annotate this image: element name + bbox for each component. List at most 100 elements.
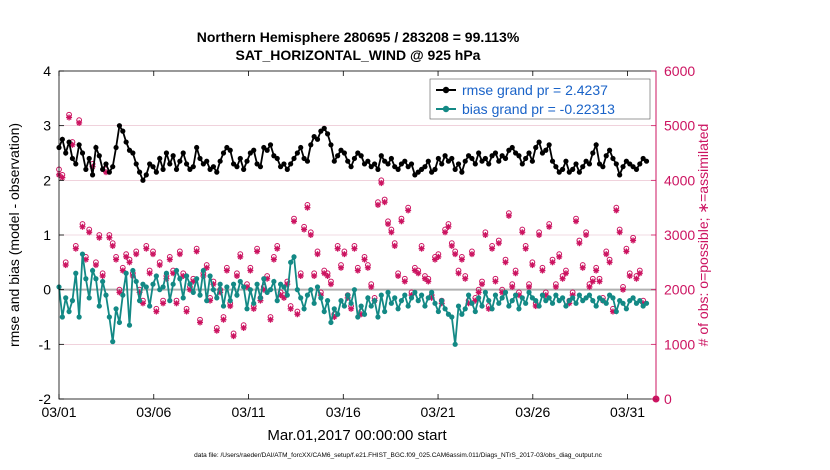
rmse-point [559,166,566,172]
rmse-point [496,158,502,164]
rmse-point [314,136,321,142]
rmse-point [66,139,72,145]
bias-point [163,270,170,276]
rmse-point [388,155,394,162]
bias-point [536,303,542,309]
bias-point [96,303,102,309]
bias-point [499,295,505,301]
obs-assimilated-marker [479,281,486,288]
bias-point [382,308,388,315]
bias-point [516,306,522,312]
obs-assimilated-marker [106,234,113,241]
bias-point [637,298,643,304]
rmse-point [73,161,79,167]
bias-point [298,295,304,301]
bias-point [465,292,472,298]
obs-assimilated-marker [418,245,425,252]
bias-point [509,298,515,304]
rmse-point [603,153,609,159]
bias-point [593,303,599,309]
bias-point [570,295,576,301]
bias-point [318,295,324,301]
obs-assimilated-marker [348,305,355,312]
bias-point [351,287,358,293]
x-axis-label: Mar.01,2017 00:00:00 start [267,427,447,444]
x-tick-label: 03/06 [136,404,171,420]
rmse-point [214,169,220,175]
obs-assimilated-marker [247,267,254,274]
rmse-point [546,142,552,148]
bias-point [388,300,394,306]
rmse-point [580,164,586,170]
bias-point [308,287,314,293]
bias-point [355,314,361,320]
obs-assimilated-marker [270,256,277,263]
rmse-point [533,144,539,151]
bias-point [371,298,378,304]
obs-assimilated-marker [562,270,569,277]
obs-assimilated-marker [401,278,408,285]
bias-point [459,311,465,317]
rmse-point [210,164,217,170]
obs-assimilated-marker [536,232,543,238]
bias-point [563,303,569,309]
obs-assimilated-marker [374,201,381,208]
bias-point [613,308,619,315]
rmse-point [472,161,478,167]
bias-point [110,339,116,345]
rmse-point [183,161,190,167]
bias-point [207,273,213,279]
rmse-point [586,161,593,167]
bias-point [244,306,250,312]
rmse-point [335,153,341,159]
bias-point [368,303,374,309]
obs-assimilated-marker [197,319,204,326]
rmse-point [570,166,576,172]
bias-point [479,303,485,309]
rmse-point [371,161,378,167]
rmse-point [402,158,408,164]
obs-assimilated-marker [549,259,556,266]
bias-point [418,292,425,298]
obs-assimilated-marker [546,223,553,230]
rmse-point [462,158,468,164]
obs-assimilated-marker [237,253,244,260]
rmse-point [476,150,482,156]
bias-point [63,295,69,301]
rmse-point [395,166,401,172]
bias-point [549,300,556,306]
obs-assimilated-marker [62,262,69,269]
y-tick-label-right: 0 [664,391,672,407]
rmse-point [120,128,126,134]
obs-assimilated-marker [361,256,368,263]
rmse-point [435,155,441,162]
bias-point [301,306,307,312]
bias-point [167,298,173,304]
rmse-point [308,142,314,148]
obs-assimilated-marker [626,273,633,279]
obs-assimilated-marker [223,267,230,274]
rmse-point [643,158,650,164]
rmse-point [194,144,200,151]
rmse-point [606,147,613,153]
rmse-point [153,169,159,175]
y-tick-label-left: 2 [43,172,51,188]
rmse-point [523,155,529,162]
bias-point [469,300,475,306]
x-tick-label: 03/21 [421,404,456,420]
bias-point [254,281,260,287]
rmse-point [502,155,509,162]
bias-point [432,300,438,306]
bias-point [321,308,327,315]
rmse-point [170,153,176,159]
bias-point [378,292,384,298]
bias-point [422,303,428,309]
obs-assimilated-marker [452,251,459,258]
rmse-point [106,169,112,175]
bias-point [123,270,129,276]
bias-point [365,295,371,301]
obs-assimilated-marker [287,305,294,312]
bias-point [395,306,401,312]
obs-assimilated-marker [116,289,123,296]
rmse-point [89,172,96,178]
